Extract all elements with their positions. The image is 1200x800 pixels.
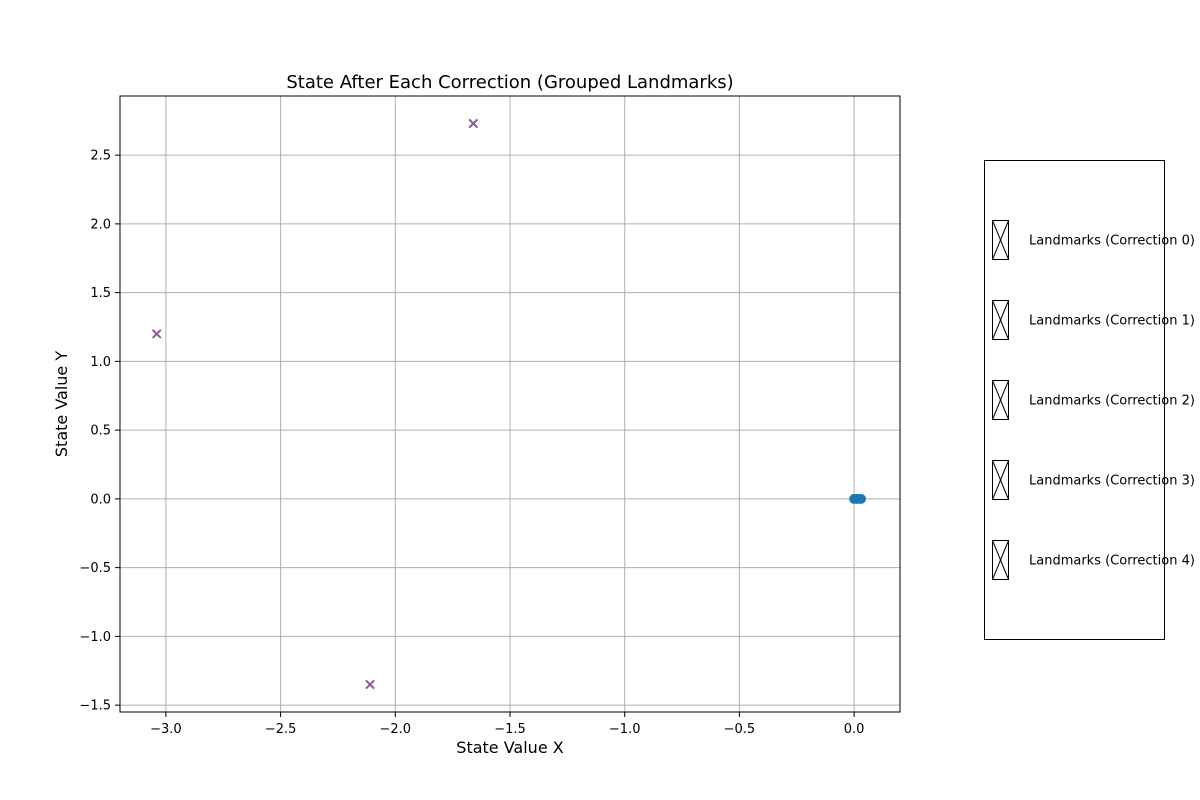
y-tick-label: 1.5: [90, 286, 111, 301]
legend: Landmarks (Correction 0) Landmarks (Corre…: [984, 160, 1195, 640]
legend-label: Landmarks (Correction 3): [1029, 474, 1195, 489]
x-axis-label: State Value X: [456, 738, 563, 757]
legend-handle-stroke: [992, 220, 1009, 260]
legend-handle-icon: [992, 460, 1009, 500]
y-tick-label: 1.0: [90, 355, 111, 370]
legend-handle-stroke: [992, 460, 1009, 500]
legend-handle-icon: [992, 540, 1009, 580]
y-tick-label: −1.0: [79, 630, 111, 645]
y-tick-label: 2.0: [90, 217, 111, 232]
x-tick-label: −2.5: [265, 722, 297, 737]
legend-label: Landmarks (Correction 2): [1029, 394, 1195, 409]
legend-entry: Landmarks (Correction 1): [992, 300, 1195, 340]
landmark-point: [365, 679, 375, 690]
y-tick-label: 2.5: [90, 149, 111, 164]
y-tick-label: 0.0: [90, 492, 111, 507]
grid-layer: [120, 96, 900, 712]
x-tick-label: −0.5: [724, 722, 756, 737]
data-layer: [152, 118, 866, 690]
x-tick-label: −2.0: [380, 722, 412, 737]
y-tick-label: 0.5: [90, 424, 111, 439]
legend-entry: Landmarks (Correction 3): [992, 460, 1195, 500]
legend-handle-stroke: [992, 380, 1009, 420]
y-axis-label: State Value Y: [52, 351, 71, 457]
legend-label: Landmarks (Correction 1): [1029, 314, 1195, 329]
chart-title: State After Each Correction (Grouped Lan…: [286, 72, 733, 93]
legend-handle-icon: [992, 380, 1009, 420]
landmark-point: [468, 118, 478, 129]
x-tick-label: −3.0: [150, 722, 182, 737]
landmark-marker-stroke: [152, 329, 162, 339]
landmark-point: [152, 329, 162, 339]
y-tick-label: −0.5: [79, 561, 111, 576]
x-tick-label: −1.5: [494, 722, 526, 737]
x-tick-label: 0.0: [844, 722, 865, 737]
legend-handle-icon: [992, 220, 1009, 260]
legend-label: Landmarks (Correction 0): [1029, 234, 1195, 249]
y-tick-label: −1.5: [79, 699, 111, 714]
legend-frame: [984, 160, 1165, 640]
landmark-marker-stroke: [468, 118, 478, 129]
x-tick-label: −1.0: [609, 722, 641, 737]
robot-state-point: [856, 493, 866, 504]
legend-entry: Landmarks (Correction 2): [992, 380, 1195, 420]
legend-handle-stroke: [992, 540, 1009, 580]
legend-label: Landmarks (Correction 4): [1029, 554, 1195, 569]
legend-entry: Landmarks (Correction 0): [992, 220, 1195, 260]
tick-layer: −3.0 −2.5 −2.0 −1.5 −1.0 −0.5 0.0 −1.5 −1.0 −0.5 0…: [79, 149, 864, 737]
landmark-marker-stroke: [365, 679, 375, 690]
legend-handle-stroke: [992, 300, 1009, 340]
legend-handle-icon: [992, 300, 1009, 340]
legend-entry: Landmarks (Correction 4): [992, 540, 1195, 580]
